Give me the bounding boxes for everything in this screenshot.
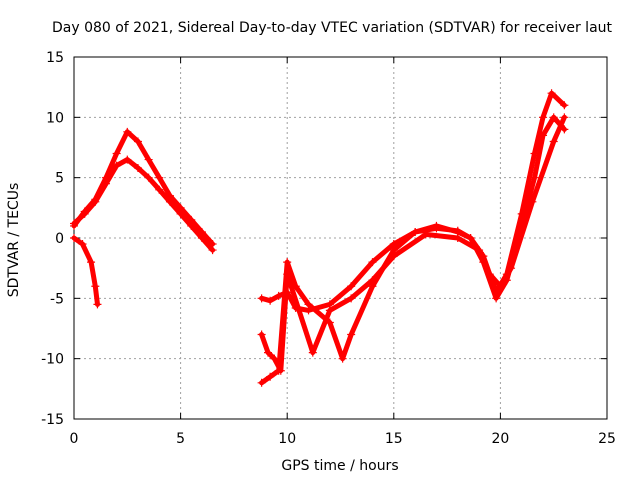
- data-point: [304, 306, 313, 315]
- series-track-f: [257, 113, 569, 375]
- data-point: [325, 306, 334, 315]
- grid: [74, 57, 607, 419]
- data-point: [347, 282, 356, 291]
- data-point: [492, 294, 501, 303]
- data-point: [176, 203, 185, 212]
- data-point: [528, 197, 537, 206]
- data-point: [70, 221, 78, 230]
- series-track-e: [257, 113, 569, 315]
- data-point: [93, 300, 102, 309]
- data-point: [133, 137, 142, 146]
- data-point: [547, 89, 556, 98]
- data-point: [389, 240, 398, 249]
- data-point: [165, 191, 174, 200]
- data-point: [91, 195, 100, 204]
- series-track-b: [70, 127, 217, 249]
- data-point: [101, 173, 110, 182]
- data-point: [155, 173, 164, 182]
- series-trace: [259, 114, 567, 313]
- x-tick-label: 20: [491, 431, 509, 447]
- chart-title: Day 080 of 2021, Sidereal Day-to-day VTE…: [52, 20, 613, 36]
- data-point: [347, 294, 356, 303]
- data-point: [389, 252, 398, 261]
- x-axis-label: GPS time / hours: [281, 458, 398, 474]
- data-point: [257, 294, 266, 303]
- data-point: [264, 348, 273, 357]
- data-point: [549, 137, 558, 146]
- data-point: [338, 354, 347, 363]
- series-trace: [71, 235, 100, 307]
- data-point: [70, 234, 78, 242]
- data-point: [87, 258, 96, 267]
- data-point: [530, 173, 539, 182]
- data-point: [549, 113, 558, 122]
- data-point: [91, 282, 100, 291]
- data-point: [560, 101, 569, 110]
- data-point: [112, 149, 121, 158]
- data-marks: [70, 89, 569, 387]
- y-tick-label: -15: [41, 412, 64, 428]
- y-tick-label: -10: [41, 352, 64, 368]
- data-point: [123, 155, 132, 164]
- data-point: [368, 258, 377, 267]
- x-tick-label: 0: [70, 431, 79, 447]
- data-point: [485, 270, 494, 279]
- data-point: [78, 240, 87, 249]
- data-point: [411, 227, 420, 236]
- series-track-c: [70, 234, 102, 309]
- data-point: [208, 240, 217, 249]
- data-point: [496, 282, 505, 291]
- data-point: [133, 164, 142, 173]
- data-point: [347, 330, 356, 339]
- data-point: [453, 234, 462, 242]
- data-point: [475, 246, 484, 255]
- ticks: 0 5 10 15 20 25 -15 -10 -5 0 5 10 15: [41, 50, 616, 447]
- data-point: [187, 215, 196, 224]
- data-point: [368, 276, 377, 285]
- y-axis-label: SDTVAR / TECUs: [6, 183, 22, 298]
- data-point: [560, 113, 569, 122]
- y-tick-label: 0: [55, 231, 64, 247]
- data-point: [466, 234, 475, 242]
- data-point: [197, 227, 206, 236]
- data-point: [270, 354, 279, 363]
- data-point: [421, 230, 430, 239]
- data-point: [432, 224, 441, 233]
- x-tick-label: 5: [176, 431, 185, 447]
- x-tick-label: 25: [598, 431, 616, 447]
- data-point: [539, 113, 548, 122]
- x-tick-label: 15: [385, 431, 403, 447]
- data-point: [266, 296, 275, 305]
- y-tick-label: 5: [55, 171, 64, 187]
- data-point: [257, 378, 266, 387]
- data-point: [276, 366, 285, 375]
- data-point: [453, 226, 462, 235]
- data-point: [257, 330, 266, 339]
- data-point: [155, 185, 164, 194]
- y-tick-label: -5: [50, 291, 64, 307]
- data-point: [308, 348, 317, 357]
- data-point: [283, 258, 292, 267]
- data-point: [123, 127, 132, 136]
- series-trace: [259, 114, 567, 374]
- data-point: [144, 173, 153, 182]
- data-point: [266, 372, 275, 381]
- data-point: [283, 270, 292, 279]
- y-tick-label: 15: [46, 50, 64, 66]
- y-tick-label: 10: [46, 110, 64, 126]
- data-point: [274, 291, 283, 300]
- data-point: [507, 264, 516, 273]
- data-point: [80, 207, 89, 216]
- x-tick-label: 10: [278, 431, 296, 447]
- series-trace: [71, 129, 216, 247]
- data-point: [539, 131, 548, 140]
- data-point: [144, 155, 153, 164]
